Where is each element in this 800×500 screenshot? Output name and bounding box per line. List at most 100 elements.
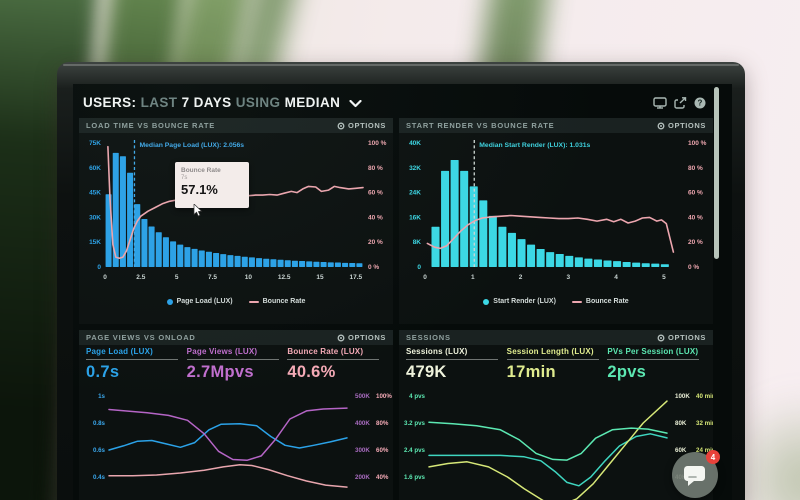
svg-text:32K: 32K xyxy=(409,165,421,172)
svg-text:40%: 40% xyxy=(376,474,389,481)
tooltip-label: Bounce Rate xyxy=(181,167,221,174)
svg-text:?: ? xyxy=(698,99,703,108)
options-button[interactable]: OPTIONS xyxy=(657,333,706,342)
svg-text:100 %: 100 % xyxy=(368,140,387,147)
metric-label: Page Views (LUX) xyxy=(186,347,258,356)
legend-line-sample xyxy=(248,300,259,303)
svg-text:2.4 pvs: 2.4 pvs xyxy=(404,447,426,454)
panel-header: PAGE VIEWS VS ONLOAD OPTIONS xyxy=(79,330,393,345)
metric-underline xyxy=(186,359,279,360)
svg-text:1: 1 xyxy=(471,274,475,281)
svg-text:100 %: 100 % xyxy=(688,140,707,147)
metrics-row: Sessions (LUX) 479K Session Length (LUX)… xyxy=(406,347,708,382)
svg-text:0: 0 xyxy=(97,264,101,271)
svg-text:75K: 75K xyxy=(89,140,101,147)
load-time-chart[interactable]: 75K 60K 45K 30K 15K 0 100 % 80 % 60 % 40 % 20 % 0 %… xyxy=(79,133,393,293)
svg-text:40 %: 40 % xyxy=(368,214,383,221)
options-button[interactable]: OPTIONS xyxy=(657,121,706,130)
svg-text:0: 0 xyxy=(103,274,107,281)
metric-label: Sessions (LUX) xyxy=(406,347,468,356)
svg-text:16K: 16K xyxy=(409,214,421,221)
metric-underline xyxy=(607,359,700,360)
svg-text:3.2 pvs: 3.2 pvs xyxy=(404,420,426,427)
metric-bounce-rate: Bounce Rate (LUX) 40.6% xyxy=(287,347,388,382)
metric-page-views: Page Views (LUX) 2.7Mpvs xyxy=(186,347,288,382)
gear-icon xyxy=(657,122,665,129)
chart-tooltip: Bounce Rate 7s 57.1% xyxy=(175,162,249,217)
display-icon[interactable] xyxy=(653,97,667,109)
start-render-chart[interactable]: 40K 32K 24K 16K 8K 0 100 % 80 % 60 % 40 % 20 % 0 % 0… xyxy=(399,133,713,293)
share-icon[interactable] xyxy=(674,97,687,109)
metric-label: Bounce Rate (LUX) xyxy=(287,347,364,356)
page-title: USERS: LAST 7 DAYS USING MEDIAN xyxy=(83,95,363,115)
chat-widget-button[interactable]: 4 xyxy=(672,450,720,498)
svg-text:20 %: 20 % xyxy=(688,239,703,246)
legend-item: Bounce Rate xyxy=(571,298,629,305)
tooltip-sub: 7s xyxy=(181,175,188,181)
svg-text:2: 2 xyxy=(519,274,523,281)
svg-text:80 %: 80 % xyxy=(368,165,383,172)
svg-text:40 min: 40 min xyxy=(696,393,713,400)
panel-header: SESSIONS OPTIONS xyxy=(399,330,713,345)
panel-header: START RENDER VS BOUNCE RATE OPTIONS xyxy=(399,118,713,133)
dashboard-screen: USERS: LAST 7 DAYS USING MEDIAN xyxy=(73,84,732,500)
svg-text:40 %: 40 % xyxy=(688,214,703,221)
legend-item: Start Render (LUX) xyxy=(483,298,556,305)
metrics-row: Page Load (LUX) 0.7s Page Views (LUX) 2.… xyxy=(86,347,388,382)
svg-text:15: 15 xyxy=(316,274,324,281)
svg-text:0.6s: 0.6s xyxy=(93,447,106,454)
metric-value: 2pvs xyxy=(607,363,647,381)
svg-text:Median Start Render (LUX): 1.0: Median Start Render (LUX): 1.031s xyxy=(479,142,590,149)
svg-text:400K: 400K xyxy=(355,420,370,427)
svg-text:60 %: 60 % xyxy=(368,190,383,197)
svg-text:Median Page Load (LUX): 2.056s: Median Page Load (LUX): 2.056s xyxy=(139,142,244,149)
metric-label: PVs Per Session (LUX) xyxy=(607,347,699,356)
metric-value: 2.7Mpvs xyxy=(186,363,254,381)
help-icon[interactable]: ? xyxy=(694,97,706,109)
panel-title: LOAD TIME VS BOUNCE RATE xyxy=(86,121,216,130)
chart-legend: Page Load (LUX) Bounce Rate xyxy=(79,298,393,305)
svg-text:1s: 1s xyxy=(98,393,105,400)
svg-text:60K: 60K xyxy=(675,447,687,454)
svg-text:0 %: 0 % xyxy=(688,264,699,271)
svg-text:8K: 8K xyxy=(413,239,422,246)
title-last: LAST xyxy=(140,95,178,110)
panel-header: LOAD TIME VS BOUNCE RATE OPTIONS xyxy=(79,118,393,133)
legend-dot xyxy=(166,298,173,305)
panel-start-render-vs-bounce-rate: START RENDER VS BOUNCE RATE OPTIONS 40K 3… xyxy=(399,118,713,324)
svg-text:0.4s: 0.4s xyxy=(93,474,106,481)
laptop-bezel: USERS: LAST 7 DAYS USING MEDIAN xyxy=(57,62,745,500)
svg-text:24K: 24K xyxy=(409,190,421,197)
legend-dot xyxy=(483,298,490,305)
svg-text:32 min: 32 min xyxy=(696,420,713,427)
svg-text:2.5: 2.5 xyxy=(136,274,145,281)
metric-session-length: Session Length (LUX) 17min xyxy=(506,347,608,382)
options-button[interactable]: OPTIONS xyxy=(337,333,386,342)
svg-text:10: 10 xyxy=(245,274,253,281)
svg-text:60%: 60% xyxy=(376,447,389,454)
svg-text:60K: 60K xyxy=(89,165,101,172)
svg-text:7.5: 7.5 xyxy=(208,274,217,281)
metric-pvs-per-session: PVs Per Session (LUX) 2pvs xyxy=(607,347,708,382)
metric-underline xyxy=(287,359,380,360)
metric-value: 479K xyxy=(406,363,447,381)
svg-text:300K: 300K xyxy=(355,447,370,454)
svg-text:3: 3 xyxy=(567,274,571,281)
svg-text:17.5: 17.5 xyxy=(350,274,363,281)
options-button[interactable]: OPTIONS xyxy=(337,121,386,130)
svg-text:5: 5 xyxy=(662,274,666,281)
gear-icon xyxy=(337,334,345,341)
title-days: 7 DAYS xyxy=(181,95,232,110)
chart-legend: Start Render (LUX) Bounce Rate xyxy=(399,298,713,305)
title-using: USING xyxy=(235,95,281,110)
panel-page-views-vs-onload: PAGE VIEWS VS ONLOAD OPTIONS Page Load (… xyxy=(79,330,393,500)
scrollbar[interactable] xyxy=(714,87,719,259)
metric-value: 40.6% xyxy=(287,363,336,381)
svg-text:100K: 100K xyxy=(675,393,690,400)
legend-item: Bounce Rate xyxy=(248,298,305,305)
svg-text:80%: 80% xyxy=(376,420,389,427)
page-views-onload-chart[interactable]: 1s 0.8s 0.6s 0.4s 500K 400K 300K 200K 100% 80% 60%… xyxy=(79,386,393,500)
chevron-down-icon[interactable] xyxy=(349,99,363,108)
svg-text:30K: 30K xyxy=(89,214,101,221)
